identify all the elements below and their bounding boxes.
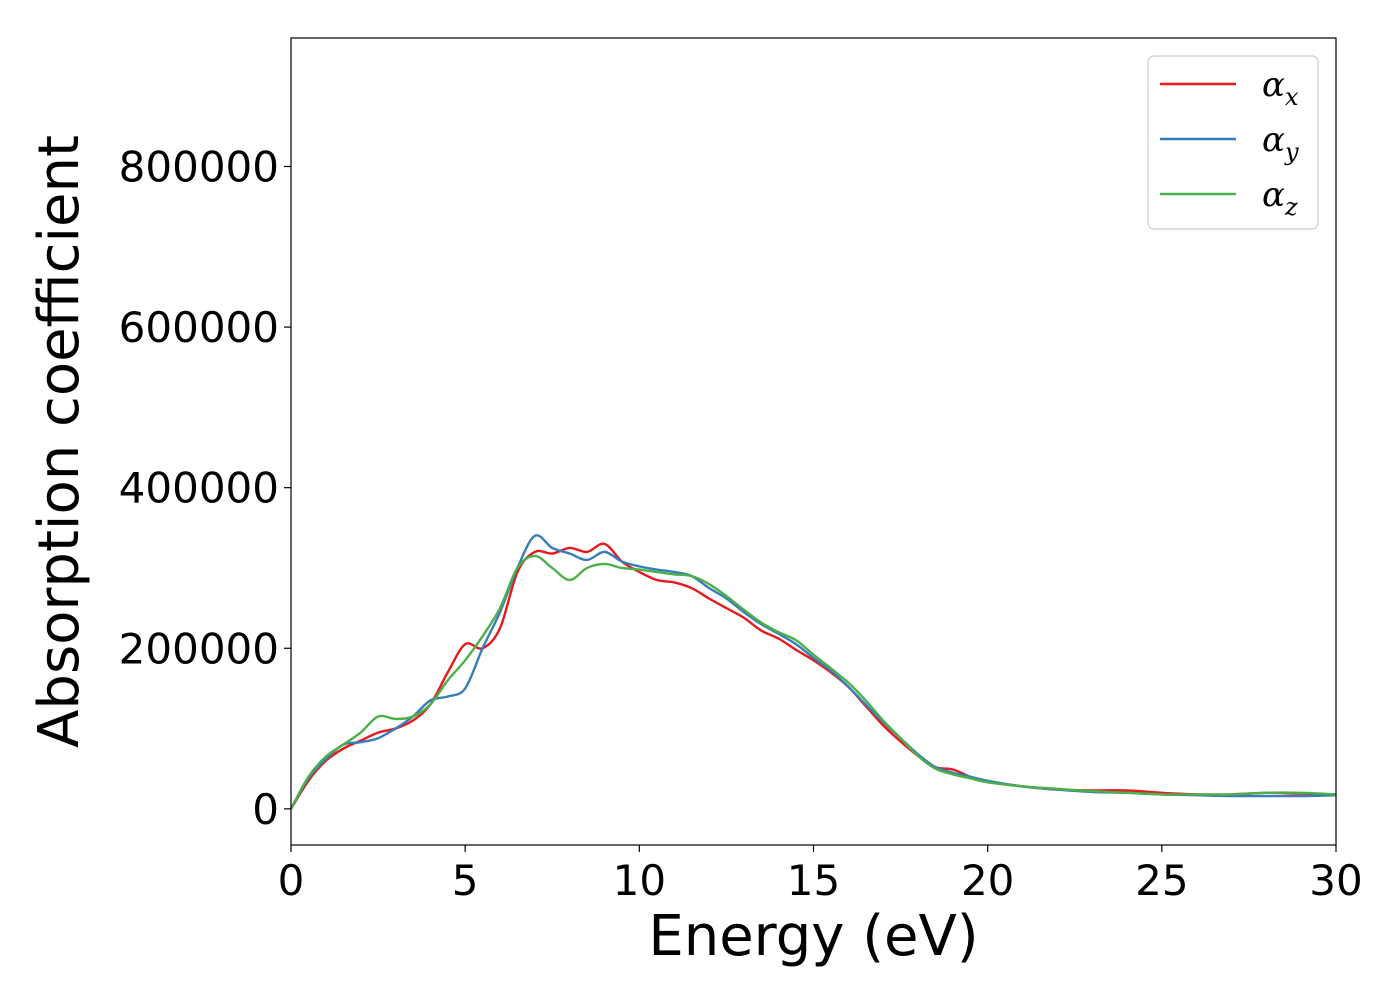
y-tick-label: 800000 <box>119 142 279 191</box>
x-tick-label: 0 <box>278 856 305 905</box>
series-layer <box>289 534 1337 810</box>
legend: αx αy αz <box>1147 55 1319 230</box>
ticks-layer: 0 5 10 15 20 25 30 0 200000 400000 600000 800000 <box>119 142 1363 905</box>
y-tick-label: 200000 <box>119 624 279 673</box>
x-tick-label: 30 <box>1309 856 1362 905</box>
legend-label-y: αy <box>1262 120 1299 166</box>
y-tick-label: 400000 <box>119 464 279 513</box>
y-axis-label: Absorption coefficient <box>27 135 92 748</box>
series-line-z <box>289 554 1337 810</box>
x-tick-label: 15 <box>787 856 840 905</box>
legend-label-z: αz <box>1262 175 1298 221</box>
legend-box <box>1147 55 1319 230</box>
x-tick-label: 10 <box>613 856 666 905</box>
legend-label-x: αx <box>1262 65 1299 111</box>
x-tick-label: 20 <box>961 856 1014 905</box>
x-tick-label: 25 <box>1135 856 1188 905</box>
x-axis-label: Energy (eV) <box>648 904 978 969</box>
x-tick-label: 5 <box>452 856 479 905</box>
y-tick-label: 0 <box>252 785 279 834</box>
y-tick-label: 600000 <box>119 303 279 352</box>
